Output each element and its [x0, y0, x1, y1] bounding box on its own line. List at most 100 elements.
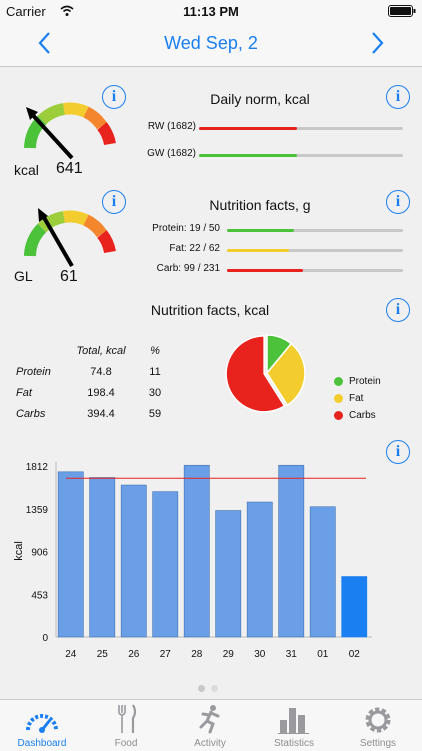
legend-item-protein: Protein — [334, 373, 381, 390]
bar-02 — [341, 576, 368, 638]
bar-24 — [57, 471, 84, 638]
tab-label: Settings — [359, 738, 397, 749]
legend-label: Protein — [349, 376, 381, 387]
bar-chart-icon — [278, 708, 309, 734]
fork-knife-icon — [118, 704, 137, 733]
wifi-icon — [60, 5, 74, 16]
bar-27 — [152, 491, 179, 638]
progress-fill — [227, 249, 289, 252]
bar-29 — [215, 510, 242, 638]
gl-gauge-value: 61 — [60, 268, 78, 285]
macro-pie-chart — [225, 334, 306, 413]
nav-bar: Wed Sep, 2 — [0, 22, 422, 67]
table-cell: Fat — [16, 386, 32, 399]
next-day-button[interactable] — [362, 28, 392, 58]
table-cell: Carbs — [16, 407, 46, 420]
page-dot — [211, 685, 218, 692]
x-tick-label: 24 — [65, 649, 77, 660]
page-dot — [198, 685, 205, 692]
table-cell: 198.4 — [87, 386, 115, 399]
battery-icon — [388, 5, 416, 17]
status-bar: Carrier 11:13 PM — [0, 0, 422, 22]
daily-norm-title: Daily norm, kcal — [210, 91, 310, 107]
nutrition-kcal-info-button[interactable]: i — [386, 298, 410, 322]
progress-track — [227, 249, 403, 252]
tab-bar: Dashboard Food Activity Statistics Setti… — [0, 699, 422, 751]
legend-item-carbs: Carbs — [334, 407, 381, 424]
daily-norm-info-button[interactable]: i — [386, 85, 410, 109]
progress-track — [227, 269, 403, 272]
bar-chart-info-button[interactable]: i — [386, 440, 410, 464]
table-row: Carbs 394.4 59 — [16, 403, 172, 424]
info-icon: i — [395, 193, 401, 210]
info-icon: i — [395, 443, 401, 460]
date-title[interactable]: Wed Sep, 2 — [164, 33, 258, 53]
y-tick-label: 1812 — [26, 462, 49, 473]
table-row: Fat 198.4 30 — [16, 382, 172, 403]
speedometer-icon — [26, 714, 58, 733]
table-cell: 394.4 — [87, 407, 115, 420]
tab-settings[interactable]: Settings — [336, 700, 420, 751]
kcal-gauge-info-button[interactable]: i — [102, 85, 126, 109]
previous-day-button[interactable] — [30, 28, 60, 58]
table-cell: Protein — [16, 365, 51, 378]
gl-gauge-dial — [24, 208, 116, 267]
y-tick-label: 1359 — [26, 505, 49, 516]
tab-dashboard[interactable]: Dashboard — [0, 700, 84, 751]
bar-label: Protein: 19 / 50 — [152, 223, 220, 234]
bar-26 — [120, 484, 147, 638]
clock: 11:13 PM — [183, 4, 239, 19]
bar-label: Fat: 22 / 62 — [169, 243, 220, 254]
x-tick-label: 31 — [286, 649, 298, 660]
tab-food[interactable]: Food — [84, 700, 168, 751]
bar-label: Carb: 99 / 231 — [156, 263, 220, 274]
y-tick-label: 453 — [31, 590, 48, 601]
page-indicator[interactable] — [198, 679, 224, 697]
progress-track — [199, 127, 403, 130]
pie-slice-carbs — [225, 335, 286, 413]
tab-statistics[interactable]: Statistics — [252, 700, 336, 751]
gl-gauge-info-button[interactable]: i — [102, 190, 126, 214]
legend-swatch — [334, 377, 343, 386]
info-icon: i — [395, 301, 401, 318]
chevron-right-icon — [372, 32, 384, 54]
y-axis-label: kcal — [13, 541, 25, 561]
x-tick-label: 25 — [97, 649, 109, 660]
tab-label: Statistics — [273, 738, 314, 749]
legend-label: Fat — [349, 393, 364, 404]
y-tick-label: 906 — [31, 548, 48, 559]
table-cell: 30 — [148, 386, 162, 399]
x-tick-label: 29 — [223, 649, 235, 660]
progress-fill — [199, 154, 297, 157]
table-cell: 59 — [148, 407, 162, 420]
carrier-label: Carrier — [6, 4, 46, 19]
x-tick-label: 28 — [191, 649, 203, 660]
bar-label: RW (1682) — [147, 121, 196, 132]
table-cell: 74.8 — [90, 365, 112, 378]
kcal-history-bar-chart: 0 453 906 1359 1812 kcal 24 25 26 27 28 29 30 31 01 02 — [13, 462, 372, 660]
pie-slice-fat — [266, 342, 306, 407]
progress-track — [227, 229, 403, 232]
tab-label: Food — [114, 738, 138, 749]
tab-label: Dashboard — [17, 738, 67, 749]
x-tick-label: 30 — [254, 649, 266, 660]
runner-icon — [199, 705, 220, 734]
kcal-gauge-dial — [24, 102, 116, 160]
gear-icon — [365, 707, 391, 733]
info-icon: i — [111, 88, 117, 105]
table-cell: 11 — [149, 365, 161, 378]
progress-fill — [227, 229, 294, 232]
x-tick-label: 26 — [128, 649, 140, 660]
y-tick-label: 0 — [42, 633, 48, 644]
x-tick-label: 27 — [160, 649, 172, 660]
legend-item-fat: Fat — [334, 390, 381, 407]
nutrition-g-info-button[interactable]: i — [386, 190, 410, 214]
x-tick-label: 02 — [349, 649, 361, 660]
bar-label: GW (1682) — [147, 148, 196, 159]
table-header: % — [150, 344, 160, 357]
bar-30 — [246, 501, 273, 638]
tab-activity[interactable]: Activity — [168, 700, 252, 751]
progress-fill — [227, 269, 303, 272]
table-header-row: Total, kcal % — [16, 340, 172, 361]
table-header: Total, kcal — [76, 344, 126, 357]
